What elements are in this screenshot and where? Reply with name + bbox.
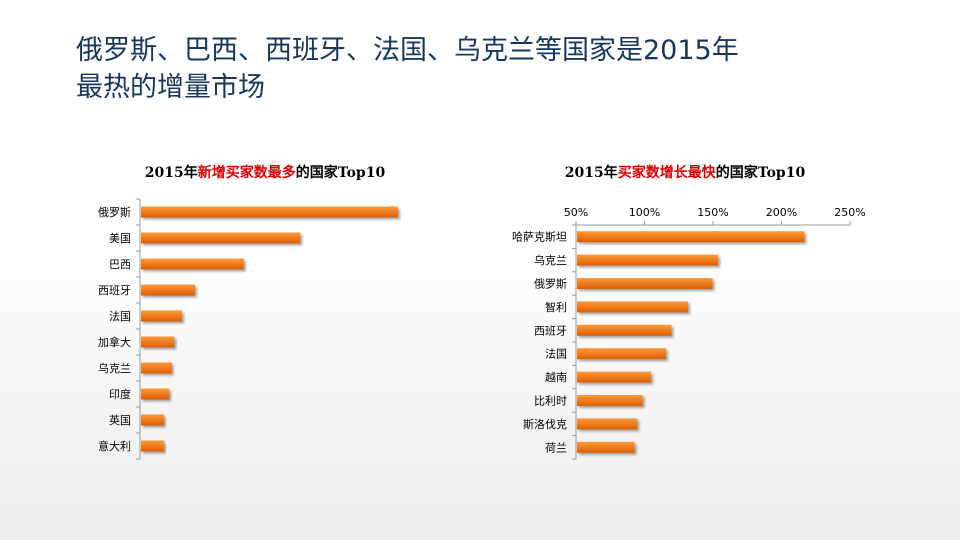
bar-item-2 bbox=[577, 254, 719, 266]
bar-item-7 bbox=[577, 371, 651, 383]
chart-title-highlight: 买家数增长最快 bbox=[617, 165, 716, 181]
bar-item-5 bbox=[577, 324, 672, 336]
growth-chart-title: 2015年买家数增长最快的国家Top10 bbox=[470, 162, 900, 182]
chart-title-suffix: 的国家Top10 bbox=[295, 165, 386, 181]
category-label-item-6: 法国 bbox=[545, 347, 567, 361]
category-label-item-4: 智利 bbox=[545, 300, 567, 314]
bar-item-1 bbox=[577, 231, 805, 243]
bar-item-9 bbox=[141, 414, 165, 426]
category-label-item-6: 加拿大 bbox=[98, 335, 131, 349]
category-label-item-8: 比利时 bbox=[534, 395, 567, 408]
category-label-item-2: 乌克兰 bbox=[534, 253, 567, 267]
category-label-item-4: 西班牙 bbox=[98, 284, 131, 297]
category-label-item-2: 美国 bbox=[109, 232, 131, 245]
category-label-item-8: 印度 bbox=[109, 387, 131, 401]
bar-item-4 bbox=[577, 301, 688, 313]
bar-item-10 bbox=[577, 441, 635, 453]
chart-title-suffix: 的国家Top10 bbox=[715, 165, 806, 181]
slide-title: 俄罗斯、巴西、西班牙、法国、乌克兰等国家是2015年 最热的增量市场 bbox=[76, 32, 739, 106]
bar-item-10 bbox=[141, 440, 165, 452]
bar-item-8 bbox=[141, 388, 170, 400]
bar-item-4 bbox=[141, 284, 195, 296]
bar-item-5 bbox=[141, 310, 183, 322]
chart-title-prefix: 2015年 bbox=[144, 165, 198, 181]
bar-item-8 bbox=[577, 395, 643, 406]
tick-label-1: 50% bbox=[564, 206, 588, 219]
bar-item-6 bbox=[577, 348, 667, 360]
category-label-item-9: 斯洛伐克 bbox=[523, 417, 567, 431]
category-label-item-3: 巴西 bbox=[109, 258, 131, 271]
chart-title-highlight: 新增买家数最多 bbox=[197, 165, 296, 181]
new-buyers-chart-title: 2015年新增买家数最多的国家Top10 bbox=[60, 162, 470, 182]
tick-label-4: 200% bbox=[766, 206, 797, 219]
bar-item-6 bbox=[141, 336, 175, 348]
category-label-item-3: 俄罗斯 bbox=[534, 278, 567, 291]
tick-label-3: 150% bbox=[697, 206, 728, 219]
bar-item-2 bbox=[141, 232, 301, 244]
slide-title-line-1: 俄罗斯、巴西、西班牙、法国、乌克兰等国家是2015年 bbox=[76, 35, 739, 66]
category-label-item-7: 乌克兰 bbox=[98, 361, 131, 375]
category-label-item-5: 西班牙 bbox=[534, 324, 567, 337]
bar-item-3 bbox=[577, 278, 713, 289]
chart-title-prefix: 2015年 bbox=[564, 165, 618, 181]
category-label-item-9: 英国 bbox=[109, 413, 131, 427]
category-label-item-5: 法国 bbox=[109, 309, 131, 323]
category-label-item-10: 荷兰 bbox=[545, 441, 567, 454]
tick-label-2: 100% bbox=[629, 206, 660, 219]
bar-item-7 bbox=[141, 362, 172, 374]
growth-chart-plot: 50% 100% 150% 200% 250% 哈萨克斯坦乌克兰俄罗斯智利西班牙法国越南比… bbox=[512, 206, 866, 460]
bar-item-3 bbox=[141, 258, 244, 270]
category-label-item-1: 俄罗斯 bbox=[98, 206, 131, 219]
growth-chart: 2015年买家数增长最快的国家Top10 50% 100% 150% 200% 250%… bbox=[470, 155, 900, 465]
slide-title-line-2: 最热的增量市场 bbox=[76, 72, 265, 103]
category-label-item-7: 越南 bbox=[545, 370, 567, 384]
bar-item-9 bbox=[577, 418, 638, 430]
tick-label-5: 250% bbox=[834, 206, 865, 219]
new-buyers-chart: 2015年新增买家数最多的国家Top10 俄罗斯美国巴西西班牙法国加拿大乌克兰印… bbox=[60, 155, 470, 465]
category-label-item-1: 哈萨克斯坦 bbox=[512, 230, 567, 244]
category-label-item-10: 意大利 bbox=[98, 439, 131, 453]
bar-item-1 bbox=[141, 206, 398, 218]
